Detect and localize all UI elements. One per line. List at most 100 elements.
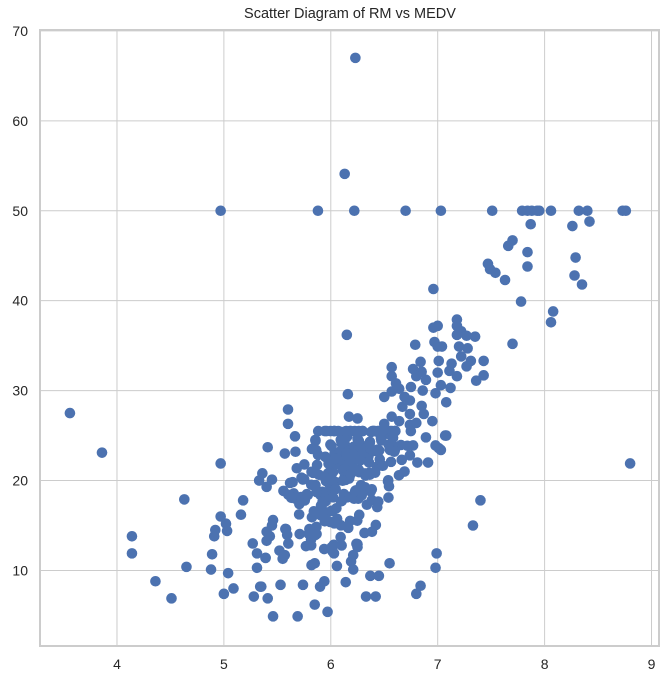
data-point [349,485,361,497]
data-point [430,388,441,399]
data-point [382,476,394,487]
data-point [337,475,348,487]
data-point [461,361,472,372]
data-point [435,444,447,456]
data-point [570,252,581,263]
x-tick-label: 7 [434,656,442,672]
data-point [576,279,588,290]
data-point [432,367,443,378]
data-point [329,425,340,437]
y-tick-label: 20 [12,473,28,489]
data-point [364,438,376,449]
data-point [400,205,411,217]
data-point [345,469,356,480]
data-point [282,418,294,430]
data-point [486,205,498,217]
data-point [388,446,400,458]
data-point [455,351,467,362]
data-point [435,379,447,391]
data-point [293,509,305,520]
data-point [377,460,389,472]
data-point [181,561,192,573]
data-point [300,540,312,552]
data-point [261,481,272,493]
data-point [336,540,347,551]
data-point [287,476,298,488]
axes-frame [39,29,660,647]
data-point [440,396,452,408]
data-point [415,356,426,368]
data-point [369,425,381,437]
data-point [328,548,340,559]
data-point [251,562,263,574]
data-point [427,415,438,427]
data-point [261,535,272,547]
y-tick-label: 70 [12,23,28,39]
data-point [279,549,291,561]
data-point [545,316,557,328]
data-point [326,440,337,452]
chart-title: Scatter Diagram of RM vs MEDV [244,6,456,22]
data-point [405,381,417,393]
data-point [96,447,108,458]
y-tick-label: 10 [12,562,28,578]
data-point [389,425,401,437]
data-point [205,564,217,575]
data-point [411,417,422,429]
data-point [215,458,226,469]
data-point [208,530,220,542]
data-point [297,579,309,591]
data-point [409,339,421,351]
data-point [431,548,442,559]
data-point [166,593,177,604]
data-point [386,411,398,422]
data-point [372,444,383,455]
data-point [469,331,481,342]
data-point [247,538,259,549]
data-point [251,548,263,559]
data-point [126,530,138,542]
data-point [404,408,416,420]
data-point [342,388,354,400]
data-point [64,407,76,419]
data-point [360,591,372,602]
data-point [331,513,343,525]
data-point [373,570,385,582]
data-point [278,485,289,497]
data-point [393,383,405,395]
data-point [507,338,518,350]
data-point [411,370,422,382]
data-point [222,567,234,579]
data-point [312,205,324,217]
data-point [404,395,416,406]
data-point [253,475,265,486]
data-point [286,492,297,504]
data-point [462,343,473,354]
data-point [260,552,271,564]
data-point [620,205,632,217]
data-point [547,306,559,317]
y-tick-label: 40 [12,293,28,309]
data-point [282,404,294,415]
data-point [420,374,432,386]
data-point [435,205,447,217]
data-point [329,453,341,464]
data-point [349,205,360,217]
data-point [478,370,489,381]
data-point [206,548,218,560]
data-point [351,515,363,526]
data-point [314,581,326,592]
data-point [411,588,422,600]
data-point [275,579,286,591]
data-point [499,274,511,286]
data-point [302,489,314,501]
data-point [384,557,395,569]
x-tick-label: 4 [113,656,121,672]
data-point [439,430,451,441]
data-point [582,205,593,217]
data-point [299,459,310,470]
data-point [624,458,636,469]
data-point [428,283,439,295]
data-point [378,418,390,430]
data-point [373,496,384,507]
